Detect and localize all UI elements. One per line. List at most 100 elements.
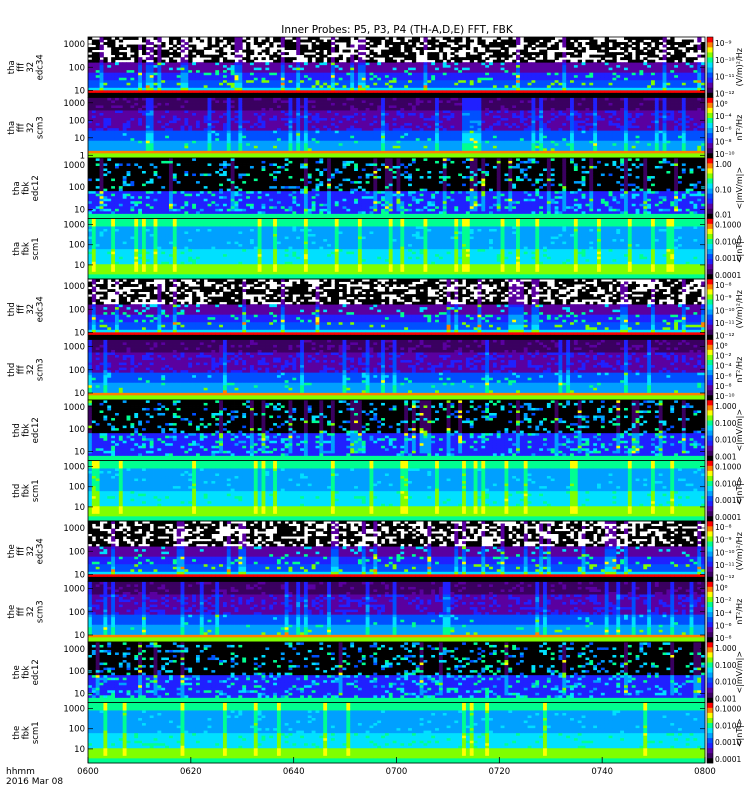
spectrogram-cell	[208, 85, 212, 88]
spectrogram-cell	[169, 52, 173, 55]
spectrogram-cell	[400, 87, 404, 90]
spectrogram-cell	[262, 92, 266, 95]
spectrogram-cell	[146, 92, 150, 95]
spectrogram-cell	[377, 62, 381, 65]
spectrogram-cell	[277, 65, 281, 68]
spectrogram-cell	[335, 85, 339, 88]
spectrogram-cell	[200, 55, 204, 58]
spectrogram-cell	[107, 67, 111, 70]
spectrogram-cell	[362, 67, 366, 70]
spectrogram-cell	[127, 37, 131, 40]
spectrogram-cell	[319, 50, 323, 53]
spectrogram-cell	[161, 75, 165, 78]
spectrogram-cell	[188, 85, 192, 88]
spectrogram-cell	[339, 82, 343, 85]
spectrogram-cell	[223, 45, 227, 48]
spectrogram-cell	[400, 62, 404, 65]
spectrogram-cell	[146, 42, 150, 45]
spectrogram-cell	[362, 60, 366, 63]
spectrogram-cell	[350, 72, 354, 75]
spectrogram-cell	[130, 75, 134, 78]
spectrogram-cell	[296, 85, 300, 88]
spectrogram-cell	[215, 82, 219, 85]
spectrogram-cell	[397, 52, 401, 55]
spectrogram-cell	[254, 92, 258, 95]
spectrogram-cell	[119, 40, 123, 43]
spectrogram-cell	[100, 40, 104, 43]
spectrogram-cell	[154, 45, 158, 48]
spectrogram-cell	[350, 62, 354, 65]
spectrogram-cell	[373, 67, 377, 70]
spectrogram-cell	[339, 70, 343, 73]
spectrogram-cell	[238, 90, 242, 93]
spectrogram-cell	[308, 62, 312, 65]
spectrogram-cell	[227, 92, 231, 95]
spectrogram-cell	[127, 82, 131, 85]
spectrogram-cell	[323, 75, 327, 78]
spectrogram-cell	[304, 92, 308, 95]
spectrogram-cell	[323, 80, 327, 83]
spectrogram-cell	[96, 80, 100, 83]
spectrogram-cell	[231, 47, 235, 50]
spectrogram-cell	[373, 70, 377, 73]
spectrogram-cell	[92, 55, 96, 58]
spectrogram-cell	[269, 92, 273, 95]
spectrogram-cell	[323, 42, 327, 45]
spectrogram-cell	[258, 92, 262, 95]
spectrogram-cell	[211, 55, 215, 58]
spectrogram-cell	[393, 50, 397, 53]
spectrogram-cell	[258, 62, 262, 65]
spectrogram-cell	[111, 80, 115, 83]
spectrogram-cell	[300, 82, 304, 85]
spectrogram-cell	[385, 67, 389, 70]
spectrogram-cell	[231, 65, 235, 68]
spectrogram-cell	[319, 67, 323, 70]
spectrogram-cell	[331, 67, 335, 70]
spectrogram-cell	[289, 85, 293, 88]
spectrogram-cell	[370, 62, 374, 65]
spectrogram-cell	[308, 67, 312, 70]
spectrogram-cell	[319, 55, 323, 58]
spectrogram-cell	[208, 70, 212, 73]
spectrogram-cell	[215, 57, 219, 60]
spectrogram-cell	[215, 37, 219, 40]
spectrogram-cell	[397, 67, 401, 70]
spectrogram-cell	[300, 85, 304, 88]
spectrogram-cell	[115, 55, 119, 58]
spectrogram-cell	[273, 82, 277, 85]
spectrogram-cell	[208, 42, 212, 45]
spectrogram-cell	[269, 65, 273, 68]
spectrogram-cell	[130, 92, 134, 95]
spectrogram-cell	[304, 75, 308, 78]
spectrogram-cell	[366, 65, 370, 68]
spectrogram-cell	[161, 50, 165, 53]
spectrogram-cell	[161, 45, 165, 48]
spectrogram-cell	[316, 57, 320, 60]
spectrogram-cell	[134, 55, 138, 58]
spectrogram-cell	[373, 77, 377, 80]
spectrogram-cell	[123, 67, 127, 70]
spectrogram-cell	[277, 57, 281, 60]
spectrogram-cell	[277, 67, 281, 70]
spectrogram-cell	[258, 70, 262, 73]
spectrogram-cell	[285, 75, 289, 78]
spectrogram-cell	[215, 40, 219, 43]
spectrogram-cell	[188, 60, 192, 63]
spectrogram-cell	[92, 47, 96, 50]
spectrogram-cell	[289, 42, 293, 45]
spectrogram-cell	[157, 52, 161, 55]
spectrogram-cell	[219, 75, 223, 78]
spectrogram-cell	[285, 77, 289, 80]
spectrogram-cell	[223, 82, 227, 85]
spectrogram-cell	[262, 70, 266, 73]
spectrogram-cell	[277, 50, 281, 53]
spectrogram-cell	[346, 65, 350, 68]
spectrogram-cell	[200, 87, 204, 90]
spectrogram-cell	[343, 70, 347, 73]
spectrogram-cell	[157, 92, 161, 95]
spectrogram-cell	[335, 77, 339, 80]
spectrogram-cell	[377, 90, 381, 93]
spectrogram-cell	[335, 45, 339, 48]
spectrogram-cell	[397, 37, 401, 40]
spectrogram-cell	[312, 67, 316, 70]
